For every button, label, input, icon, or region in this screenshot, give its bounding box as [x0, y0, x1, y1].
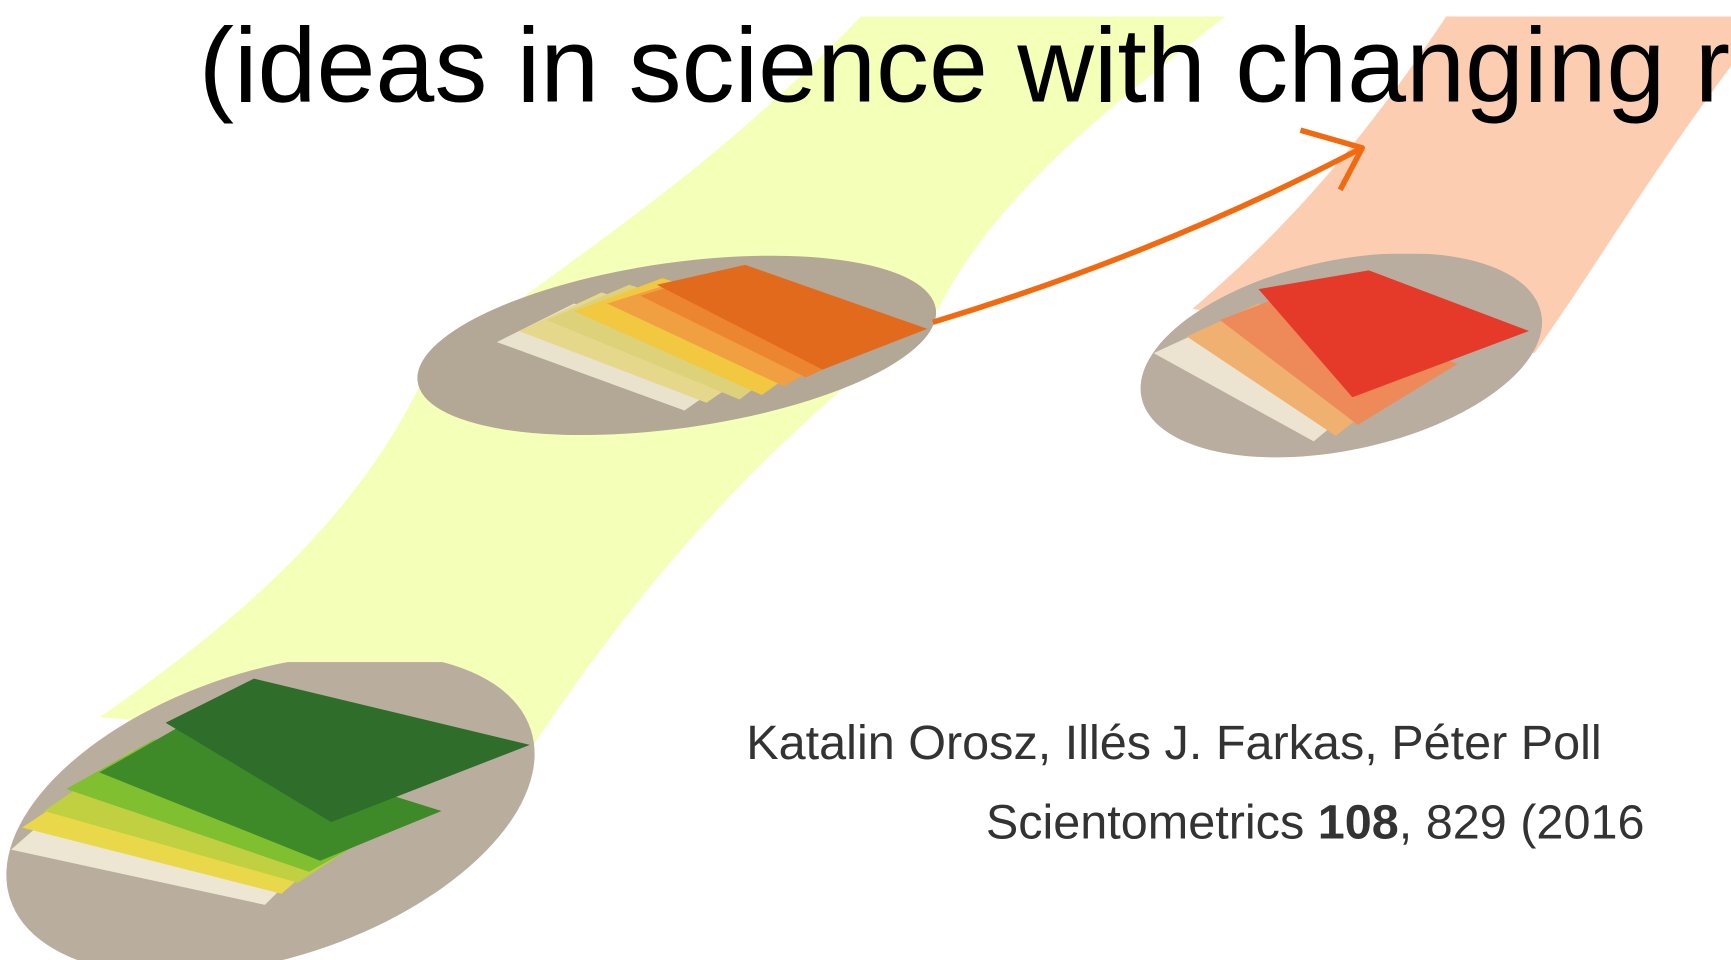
slide: (ideas in science with changing role) Ka… — [0, 0, 1731, 960]
photo-right — [1126, 254, 1557, 464]
slide-title: (ideas in science with changing role) — [199, 7, 1731, 125]
photo-middle — [408, 243, 949, 442]
photo-left — [0, 662, 552, 960]
journal: Scientometrics — [986, 796, 1304, 850]
volume: 108 — [1318, 796, 1399, 850]
page: (ideas in science with changing role) Ka… — [0, 0, 1731, 960]
citation-authors: Katalin Orosz, Illés J. Farkas, Péter Po… — [746, 716, 1601, 770]
pages-year: , 829 (2016 — [1399, 796, 1645, 850]
citation-reference: Scientometrics 108, 829 (2016 — [986, 796, 1645, 850]
